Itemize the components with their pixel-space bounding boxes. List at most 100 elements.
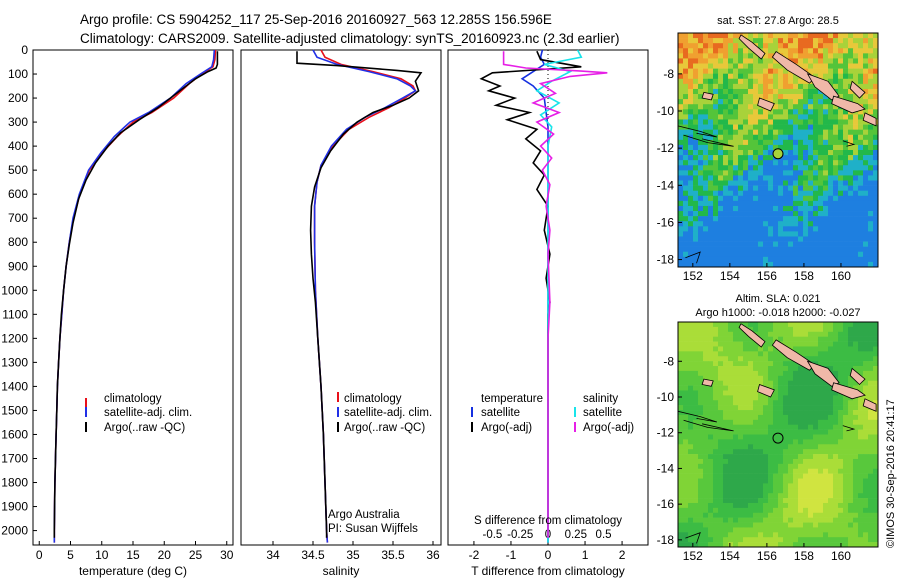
temperature-profile-series-0	[53, 49, 217, 543]
sla-cell	[838, 429, 844, 435]
sla-cell	[738, 395, 744, 401]
sst-cell	[843, 78, 849, 85]
sst-cell	[678, 78, 684, 85]
sst-cell	[838, 129, 844, 136]
sst-cell	[768, 175, 774, 181]
sst-cell	[753, 88, 759, 95]
sst-cell	[818, 144, 824, 151]
sst-cell	[743, 48, 749, 54]
sla-cell	[793, 444, 799, 450]
sla-cell	[793, 454, 799, 460]
sst-cell	[803, 150, 809, 156]
sst-cell	[803, 175, 809, 181]
sla-cell	[823, 419, 829, 426]
sst-cell	[848, 175, 854, 181]
sst-cell	[788, 200, 794, 207]
sst-cell	[828, 216, 834, 222]
sst-cell	[758, 63, 764, 69]
sst-cell	[698, 211, 704, 217]
sla-cell	[763, 468, 769, 474]
sla-cell	[848, 366, 854, 372]
sla-cell	[733, 488, 739, 494]
sla-cell	[873, 532, 879, 538]
sst-cell	[803, 241, 809, 247]
sla-cell	[698, 498, 704, 504]
sst-cell	[743, 205, 749, 212]
sst-cell	[853, 38, 859, 44]
sst-cell	[718, 150, 724, 156]
sst-cell	[833, 190, 839, 197]
sst-cell	[783, 150, 789, 156]
sla-cell	[803, 468, 809, 474]
sla-cell	[703, 331, 709, 337]
sst-cell	[718, 211, 724, 217]
sla-cell	[823, 488, 829, 494]
sst-cell	[763, 226, 769, 232]
sst-cell	[678, 94, 684, 100]
sla-cell	[848, 429, 854, 435]
sst-cell	[703, 33, 709, 39]
sst-cell	[708, 261, 714, 268]
sst-cell	[843, 83, 849, 90]
sst-cell	[798, 256, 804, 263]
sla-cell	[873, 331, 879, 337]
sla-cell	[823, 522, 829, 528]
sla-cell	[718, 454, 724, 460]
sla-cell	[693, 385, 699, 391]
sst-cell	[818, 150, 824, 156]
sst-cell	[718, 246, 724, 253]
sla-cell	[853, 429, 859, 435]
sla-cell	[683, 458, 689, 465]
sla-cell	[813, 380, 819, 386]
sst-cell	[718, 200, 724, 207]
sla-cell	[723, 336, 729, 342]
sst-cell	[833, 241, 839, 247]
sla-cell	[678, 468, 684, 474]
sla-cell	[828, 537, 834, 543]
sst-cell	[678, 38, 684, 44]
sst-lon-tick-label-4: 160	[831, 269, 851, 283]
sst-cell	[758, 150, 764, 156]
sst-cell	[758, 33, 764, 39]
sst-cell	[678, 246, 684, 253]
sla-cell	[693, 370, 699, 377]
sla-cell	[838, 400, 844, 406]
sst-cell	[803, 251, 809, 258]
sst-cell	[868, 165, 874, 171]
sst-cell	[813, 150, 819, 156]
sst-cell	[713, 38, 719, 44]
sla-cell	[763, 537, 769, 543]
temperature-panel: 0100200300400500600700800900100011001200…	[1, 43, 233, 578]
sla-cell	[828, 468, 834, 474]
sst-cell	[863, 155, 869, 161]
sst-cell	[873, 48, 879, 54]
sst-cell	[768, 144, 774, 151]
sst-cell	[713, 211, 719, 217]
sst-cell	[843, 211, 849, 217]
sst-cell	[823, 241, 829, 247]
sla-cell	[743, 542, 749, 548]
sst-cell	[693, 256, 699, 263]
sla-cell	[813, 341, 819, 347]
sla-cell	[838, 483, 844, 489]
sla-cell	[708, 483, 714, 489]
sla-cell	[713, 473, 719, 479]
sst-cell	[688, 195, 694, 202]
sst-cell	[868, 99, 874, 105]
sst-cell	[818, 190, 824, 197]
sst-cell	[688, 231, 694, 237]
sst-cell	[688, 221, 694, 227]
sst-cell	[843, 94, 849, 100]
sst-cell	[763, 221, 769, 227]
sla-cell	[808, 488, 814, 494]
sla-cell	[873, 527, 879, 533]
sst-cell	[773, 104, 779, 110]
sst-cell	[768, 68, 774, 74]
sst-cell	[863, 211, 869, 217]
sst-cell	[763, 190, 769, 197]
sst-cell	[863, 33, 869, 39]
sla-cell	[753, 419, 759, 426]
sst-cell	[828, 221, 834, 227]
sst-cell	[838, 205, 844, 212]
sla-cell	[873, 473, 879, 479]
